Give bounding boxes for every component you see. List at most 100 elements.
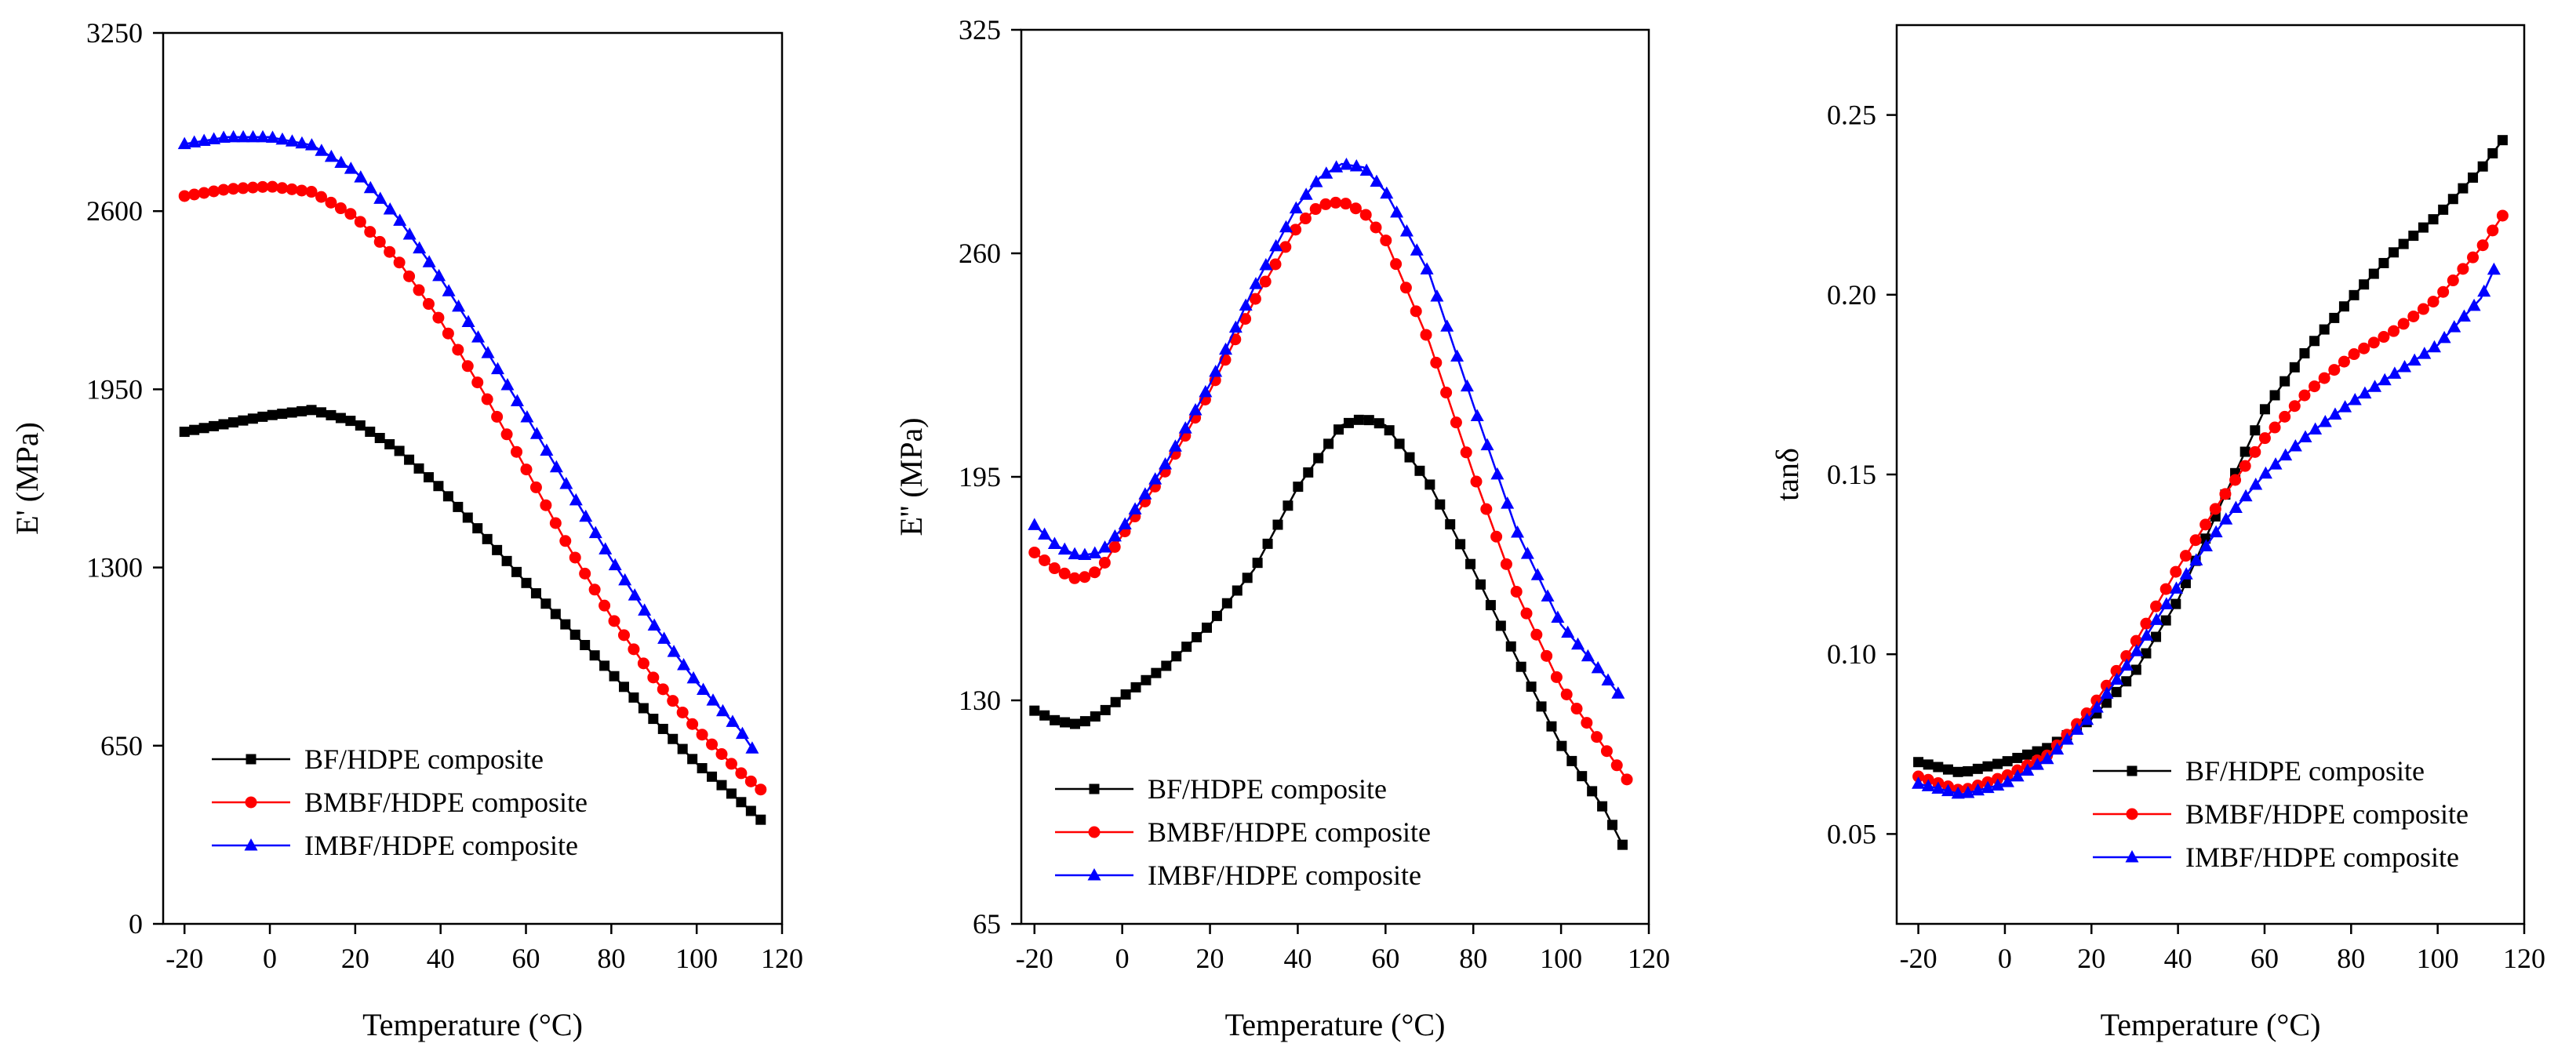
data-point — [744, 775, 757, 787]
data-point — [735, 767, 748, 780]
data-point — [2388, 366, 2402, 379]
data-point — [2487, 224, 2499, 237]
data-point — [1068, 547, 1082, 560]
legend-label: BF/HDPE composite — [2185, 755, 2425, 787]
data-point — [1069, 718, 1080, 729]
data-point — [316, 407, 327, 418]
data-point — [2001, 769, 2014, 781]
data-point — [2258, 432, 2271, 445]
data-point — [1048, 562, 1061, 575]
data-point — [2130, 644, 2144, 656]
data-point — [286, 407, 297, 418]
data-point — [345, 416, 356, 427]
data-point — [1313, 453, 1324, 464]
data-point — [1621, 773, 1633, 786]
data-point — [2457, 263, 2469, 275]
y-tick-label: 0.15 — [1827, 459, 1876, 490]
data-point — [2447, 274, 2459, 287]
data-point — [482, 533, 493, 544]
data-point — [589, 650, 600, 661]
legend-entry-3: IMBF/HDPE composite — [2093, 842, 2459, 873]
series-line — [1918, 269, 2495, 796]
data-point — [393, 213, 407, 226]
data-point — [2141, 648, 2152, 659]
data-point — [1038, 527, 1052, 540]
data-point — [306, 405, 317, 416]
data-point — [618, 682, 629, 693]
data-point — [178, 190, 191, 202]
data-point — [481, 346, 495, 358]
data-point — [1380, 186, 1394, 199]
data-point — [2496, 209, 2509, 222]
data-point — [2002, 756, 2013, 767]
data-point — [1410, 305, 1422, 318]
x-tick-label: 100 — [1540, 943, 1582, 974]
data-point — [1343, 417, 1354, 428]
data-point — [599, 660, 610, 671]
data-point — [1202, 622, 1213, 633]
legend-marker — [245, 796, 257, 809]
data-point — [735, 726, 749, 740]
data-point — [2378, 257, 2389, 268]
data-point — [177, 136, 191, 150]
data-point — [1952, 766, 1963, 777]
data-point — [2398, 359, 2412, 373]
data-point — [687, 754, 698, 765]
data-point — [1587, 786, 1598, 797]
data-point — [2447, 194, 2458, 205]
y-tick-label: 1300 — [86, 552, 143, 583]
data-point — [608, 558, 622, 571]
data-point — [1610, 759, 1623, 772]
legend-entry-3: IMBF/HDPE composite — [212, 830, 578, 861]
data-point — [432, 268, 446, 282]
data-point — [2279, 448, 2293, 461]
legend-label: BMBF/HDPE composite — [1148, 816, 1431, 848]
data-point — [1089, 566, 1101, 579]
data-point — [1921, 779, 1935, 791]
data-point — [1981, 780, 1995, 794]
data-point — [2140, 628, 2154, 641]
y-tick-label: 0.20 — [1827, 279, 1876, 311]
data-point — [2467, 298, 2481, 311]
data-point — [394, 445, 405, 456]
data-point — [569, 493, 583, 506]
data-point — [1353, 414, 1364, 425]
data-point — [188, 188, 201, 201]
data-point — [285, 134, 299, 147]
data-point — [2328, 364, 2341, 376]
data-point — [2288, 400, 2301, 413]
data-point — [198, 423, 209, 434]
data-point — [1394, 438, 1405, 449]
data-point — [267, 409, 278, 420]
data-point — [1541, 589, 1555, 602]
data-point — [257, 180, 269, 193]
data-point — [363, 180, 377, 194]
data-point — [1611, 686, 1625, 699]
x-tick-label: 120 — [1628, 943, 1670, 974]
data-point — [2318, 415, 2332, 427]
data-point — [1299, 187, 1313, 200]
data-point — [1520, 607, 1533, 620]
x-tick-label: 0 — [263, 943, 277, 974]
data-point — [529, 427, 544, 439]
data-point — [1430, 289, 1444, 302]
data-point — [1430, 356, 1443, 369]
data-point — [207, 132, 221, 145]
data-point — [706, 693, 720, 706]
legend-marker — [2127, 765, 2138, 776]
y-tick-label: 195 — [959, 461, 1001, 493]
series-1 — [179, 405, 766, 825]
legend-marker — [1087, 868, 1101, 881]
data-point — [579, 509, 593, 522]
y-tick-label: 1950 — [86, 373, 143, 405]
data-point — [1912, 770, 1925, 783]
data-point — [530, 588, 541, 599]
data-point — [1399, 224, 1414, 237]
y-axis-title: tanδ — [1770, 448, 1805, 501]
data-point — [657, 631, 671, 644]
data-point — [324, 149, 338, 162]
data-point — [2110, 672, 2124, 685]
x-axis-title: Temperature (°C) — [1225, 1007, 1446, 1042]
data-point — [1340, 198, 1352, 210]
data-point — [197, 133, 211, 147]
